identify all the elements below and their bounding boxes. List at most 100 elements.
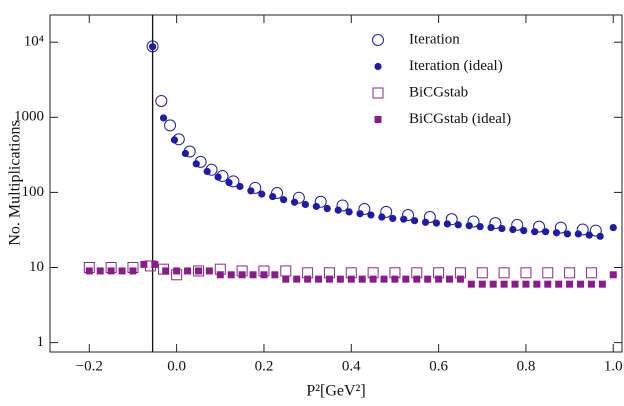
x-tick-label: 0.4 [342, 358, 361, 374]
point [216, 271, 224, 279]
plot-frame [49, 14, 623, 353]
point [564, 267, 576, 279]
point [589, 224, 602, 237]
x-tick-label: 0.8 [517, 358, 536, 374]
point [509, 225, 517, 234]
point [423, 211, 436, 224]
legend-label: Iteration [409, 31, 460, 47]
point [345, 208, 353, 216]
point [301, 200, 310, 209]
legend-marker [372, 87, 384, 99]
point [489, 217, 502, 230]
point [205, 267, 213, 275]
point [151, 260, 159, 268]
point [511, 280, 519, 288]
point [596, 232, 604, 240]
legend-label: Iteration (ideal) [409, 58, 503, 74]
point [391, 275, 399, 283]
point [456, 275, 464, 283]
point [563, 230, 572, 238]
point [336, 199, 349, 212]
point [402, 275, 410, 283]
legend-label: BiCGstab (ideal) [409, 111, 511, 127]
point [555, 280, 563, 288]
point [465, 222, 473, 230]
point [454, 221, 462, 229]
point [467, 215, 480, 228]
x-tick-label: 0.2 [255, 358, 274, 374]
point [609, 223, 617, 232]
point [533, 280, 541, 288]
point [533, 220, 546, 233]
point [271, 271, 279, 279]
point [170, 136, 179, 144]
point [184, 267, 192, 275]
point [435, 275, 443, 283]
point [129, 267, 137, 275]
point [282, 275, 290, 283]
point [369, 275, 377, 283]
point [118, 267, 126, 275]
point [269, 192, 277, 201]
point [181, 149, 189, 158]
point [249, 271, 257, 279]
point [290, 198, 299, 206]
point [236, 182, 244, 191]
point [443, 220, 451, 228]
point [576, 223, 589, 236]
point [247, 187, 255, 195]
x-tick-label: 0.6 [429, 358, 448, 374]
point [203, 167, 211, 176]
point [498, 224, 506, 233]
point [336, 275, 344, 283]
point [258, 190, 266, 198]
y-tick-label: 1 [37, 334, 45, 350]
point [421, 218, 430, 226]
point [280, 196, 288, 204]
point [164, 119, 177, 132]
point [314, 195, 327, 208]
point [238, 271, 246, 279]
point [585, 231, 593, 239]
point [577, 280, 585, 288]
point [598, 280, 606, 288]
point [214, 173, 222, 181]
point [531, 228, 539, 236]
point [500, 280, 508, 288]
point [544, 280, 552, 288]
point [192, 265, 204, 277]
point [271, 187, 284, 200]
point [107, 267, 115, 275]
point [312, 202, 320, 211]
point [159, 114, 168, 122]
y-tick-label: 1000 [14, 109, 44, 125]
point [162, 267, 170, 275]
point [552, 229, 561, 237]
point [227, 271, 235, 279]
point [389, 214, 397, 223]
point [358, 203, 371, 216]
point [467, 280, 475, 288]
point [155, 94, 168, 107]
point [85, 267, 93, 275]
y-tick-label: 10 [29, 259, 44, 275]
point [522, 280, 530, 288]
point [194, 267, 202, 275]
point [446, 275, 454, 283]
x-axis-label: P²[GeV²] [306, 383, 365, 400]
point [260, 271, 268, 279]
x-tick-label: 0.0 [167, 358, 186, 374]
point [520, 226, 528, 235]
y-tick-label: 100 [22, 184, 45, 200]
point [325, 275, 333, 283]
point [280, 265, 292, 277]
point [476, 223, 484, 231]
point [380, 275, 388, 283]
legend-marker [374, 116, 382, 123]
point [432, 219, 441, 227]
point [323, 204, 331, 213]
point [225, 179, 233, 187]
point [315, 275, 323, 283]
point [520, 267, 532, 279]
point [574, 230, 582, 238]
